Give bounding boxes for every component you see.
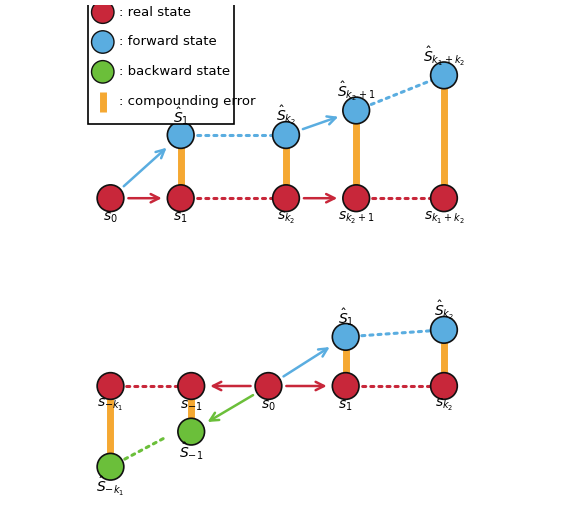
Text: $\hat{S}_{k_1+k_2}$: $\hat{S}_{k_1+k_2}$ [423,44,465,68]
Circle shape [97,185,124,212]
Text: : real state: : real state [120,6,191,19]
Circle shape [343,97,370,124]
Text: : forward state: : forward state [120,35,217,48]
Text: $\hat{S}_{k_2+1}$: $\hat{S}_{k_2+1}$ [337,80,375,103]
Text: : compounding error: : compounding error [120,95,256,108]
Text: $\hat{S}_{k_2}$: $\hat{S}_{k_2}$ [276,104,296,127]
Circle shape [332,373,359,399]
Circle shape [431,185,457,212]
Text: $s_1$: $s_1$ [339,398,353,413]
Circle shape [332,323,359,350]
Text: $s_0$: $s_0$ [261,398,276,413]
Circle shape [178,373,205,399]
Circle shape [92,61,114,83]
Circle shape [431,317,457,343]
Text: $s_{k_2}$: $s_{k_2}$ [277,210,295,226]
Text: $\hat{S}_{-1}$: $\hat{S}_{-1}$ [179,440,204,462]
Circle shape [168,122,194,149]
Text: $s_{-k_1}$: $s_{-k_1}$ [97,397,124,413]
Circle shape [343,185,370,212]
Text: : backward state: : backward state [120,65,231,78]
Text: $s_{-1}$: $s_{-1}$ [180,398,202,413]
Text: $\hat{S}_1$: $\hat{S}_1$ [173,105,189,126]
Text: $s_{k_2+1}$: $s_{k_2+1}$ [338,210,375,226]
Text: $s_0$: $s_0$ [103,210,118,225]
Text: $\hat{S}_1$: $\hat{S}_1$ [337,307,353,328]
Circle shape [97,373,124,399]
Circle shape [273,185,299,212]
Text: $s_1$: $s_1$ [173,210,188,225]
Circle shape [255,373,282,399]
Circle shape [178,418,205,445]
Circle shape [273,122,299,149]
Text: $s_{k_1+k_2}$: $s_{k_1+k_2}$ [424,210,464,226]
Text: $\hat{S}_{k_2}$: $\hat{S}_{k_2}$ [434,299,454,322]
Circle shape [168,185,194,212]
Circle shape [92,1,114,24]
Circle shape [431,373,457,399]
Circle shape [97,453,124,480]
Bar [88,0,235,124]
Circle shape [92,31,114,53]
Text: $\hat{S}_{-k_1}$: $\hat{S}_{-k_1}$ [96,474,125,498]
Circle shape [431,62,457,89]
Text: $s_{k_2}$: $s_{k_2}$ [435,397,453,413]
